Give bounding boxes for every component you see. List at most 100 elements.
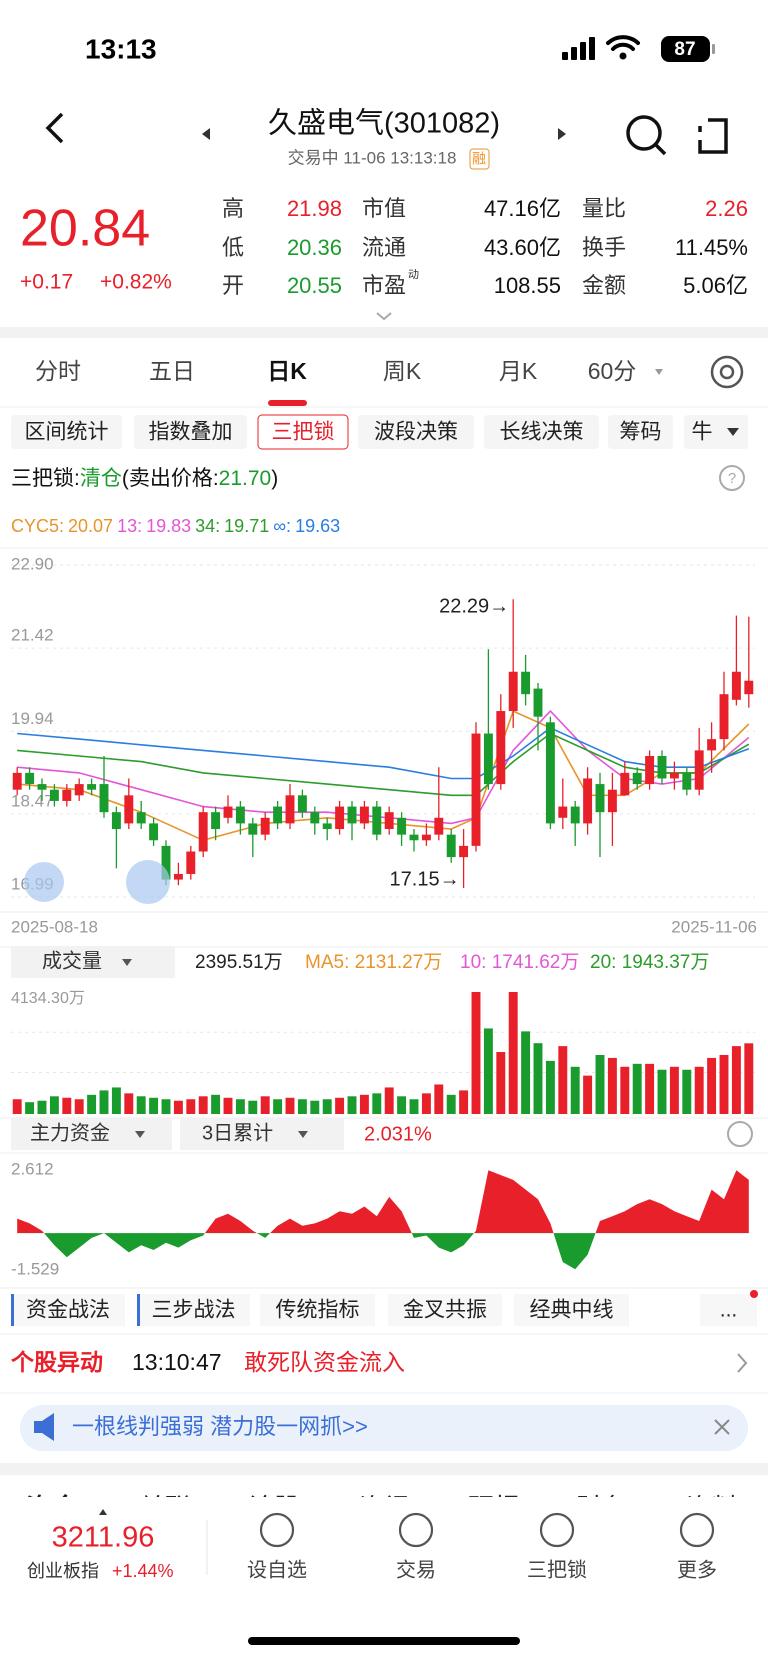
period-tab[interactable]: 60分 <box>588 358 637 384</box>
period-tab[interactable]: 月K <box>499 358 538 384</box>
volume-bar <box>149 1097 159 1114</box>
strategy-chip[interactable] <box>700 1294 757 1326</box>
volume-bar <box>645 1063 655 1114</box>
stat-label: 量比 <box>582 196 626 221</box>
stat-label: 市盈 <box>362 273 406 298</box>
strategy-chip[interactable] <box>514 1294 629 1326</box>
tool-chip[interactable] <box>134 415 247 449</box>
candle-body <box>583 778 593 824</box>
stat-value: 20.55 <box>287 273 342 298</box>
float-button[interactable] <box>126 860 170 904</box>
badge-box <box>469 148 490 170</box>
fund-label: 主力资金 <box>30 1121 110 1144</box>
y-tick-label: 2.612 <box>11 1159 54 1178</box>
alert-time: 13:10:47 <box>132 1349 222 1375</box>
tab-dropdown[interactable] <box>655 369 663 375</box>
volume-bar <box>707 1057 717 1114</box>
fund-period: 3日累计 <box>202 1121 273 1144</box>
nav-icon[interactable] <box>539 1512 575 1548</box>
candle-body <box>731 671 741 700</box>
strategy-label: 传统指标 <box>276 1299 360 1322</box>
expand-quote[interactable] <box>376 312 392 321</box>
signal-action: 清仓 <box>80 467 122 490</box>
ma-legend: 34: 19.71 <box>195 516 269 536</box>
prev-stock[interactable] <box>202 128 210 140</box>
period-tab[interactable]: 分时 <box>35 358 81 384</box>
help-button[interactable] <box>727 1121 753 1147</box>
alert-chevron[interactable] <box>737 1353 748 1373</box>
stat-value: 43.60亿 <box>484 235 561 260</box>
expand-arrow[interactable] <box>99 1509 107 1515</box>
volume-bar <box>397 1096 407 1114</box>
volume-bar <box>657 1069 667 1114</box>
search-button[interactable] <box>626 115 667 156</box>
fund-chip[interactable] <box>11 1118 172 1150</box>
volume-bar <box>731 1046 741 1114</box>
volume-bar <box>347 1096 357 1114</box>
tool-chip[interactable] <box>358 415 474 449</box>
nav-label: 交易 <box>396 1558 436 1581</box>
banner[interactable] <box>20 1405 748 1451</box>
nav-icon[interactable] <box>259 1512 295 1548</box>
back-button[interactable] <box>45 112 64 144</box>
volume-bar <box>87 1094 97 1114</box>
tool-chip[interactable] <box>257 414 349 450</box>
stat-sup: 动 <box>408 268 419 281</box>
volume-bar <box>583 1075 593 1114</box>
candle-body <box>645 755 655 785</box>
strategy-chip[interactable] <box>137 1294 250 1326</box>
fund-area <box>17 1170 749 1270</box>
tool-chip[interactable] <box>11 415 122 449</box>
strategy-label: ... <box>720 1299 738 1322</box>
next-stock[interactable] <box>558 128 566 140</box>
candle-body <box>632 772 642 785</box>
status-time: 13:13 <box>85 33 157 64</box>
volume-bar <box>37 1100 47 1114</box>
y-tick-label: 21.42 <box>11 626 54 645</box>
nav-icon[interactable] <box>398 1512 434 1548</box>
volume-bar <box>409 1099 419 1114</box>
period-tab[interactable]: 周K <box>383 358 422 384</box>
margin-badge: 融 <box>472 151 486 167</box>
tool-chip[interactable] <box>608 415 673 449</box>
period-chip[interactable] <box>180 1118 344 1150</box>
tools-more[interactable] <box>717 415 748 449</box>
strategy-chip[interactable] <box>260 1294 375 1326</box>
float-button[interactable] <box>24 862 64 902</box>
chip-arrow <box>122 959 132 966</box>
settings-button[interactable] <box>710 355 744 389</box>
volume-current: 2395.51万 <box>195 952 283 973</box>
candle-body <box>173 873 183 880</box>
candle-body <box>310 812 320 824</box>
banner-close[interactable] <box>714 1419 730 1435</box>
ma-legend: 13: 19.83 <box>117 516 191 536</box>
volume-bar <box>719 1054 729 1114</box>
nav-icon[interactable] <box>679 1512 715 1548</box>
candle-body <box>607 789 617 813</box>
tool-chip[interactable] <box>484 415 599 449</box>
last-price: 20.84 <box>20 200 150 258</box>
volume-bar <box>372 1093 382 1114</box>
candle-body <box>483 733 493 785</box>
stat-value: 2.26 <box>705 196 748 221</box>
help-button[interactable]: ? <box>719 465 745 491</box>
nav-label: 更多 <box>677 1558 717 1581</box>
volume-bar <box>359 1094 369 1114</box>
ma-value: 20.07 <box>68 516 113 536</box>
volume-chip[interactable] <box>11 946 175 978</box>
alert-text: 敢死队资金流入 <box>244 1349 405 1375</box>
tool-chip[interactable] <box>684 415 720 449</box>
strategy-chip[interactable] <box>388 1294 502 1326</box>
candle-body <box>198 812 208 852</box>
candle-body <box>570 806 580 824</box>
candle-body <box>508 671 518 712</box>
volume-bar <box>322 1099 332 1114</box>
period-tab[interactable]: 日K <box>267 358 307 384</box>
stat-value: 11.45% <box>675 235 748 260</box>
strategy-chip[interactable] <box>11 1294 125 1326</box>
candle-body <box>694 750 704 790</box>
period-tab[interactable]: 五日 <box>149 358 195 384</box>
share-button[interactable] <box>698 118 728 154</box>
price-change: +0.17 <box>20 271 73 294</box>
